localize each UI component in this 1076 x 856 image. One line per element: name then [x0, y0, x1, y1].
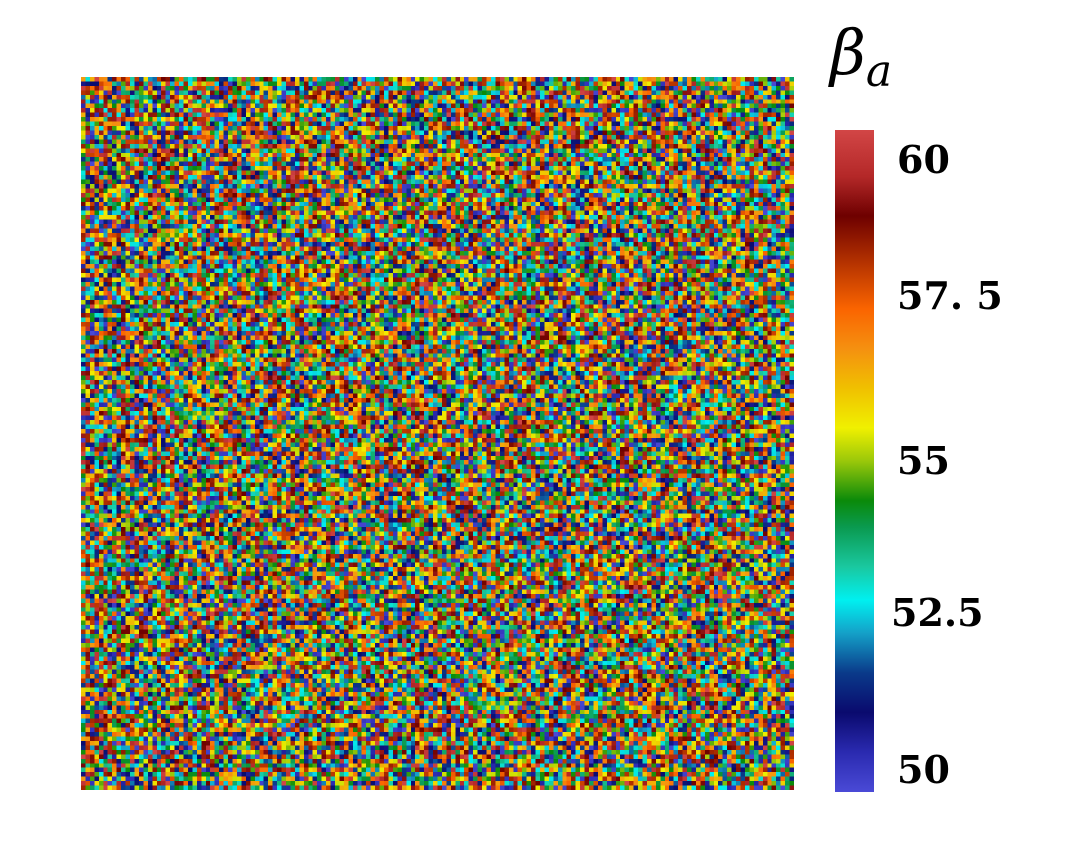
colorbar-tick-label: 60 — [897, 137, 950, 182]
colorbar-tick-label: 52.5 — [891, 589, 984, 635]
colorbar-title: βa — [830, 22, 892, 94]
colorbar-tick-label: 57. 5 — [897, 272, 1003, 318]
colorbar-gradient — [835, 130, 874, 792]
colorbar-tick-label: 50 — [897, 747, 950, 792]
colorbar-title-subscript: a — [865, 46, 893, 97]
colorbar — [835, 130, 874, 792]
colorbar-tick-label: 55 — [897, 438, 950, 483]
heatmap — [81, 77, 794, 790]
colorbar-title-symbol: β — [830, 16, 866, 89]
